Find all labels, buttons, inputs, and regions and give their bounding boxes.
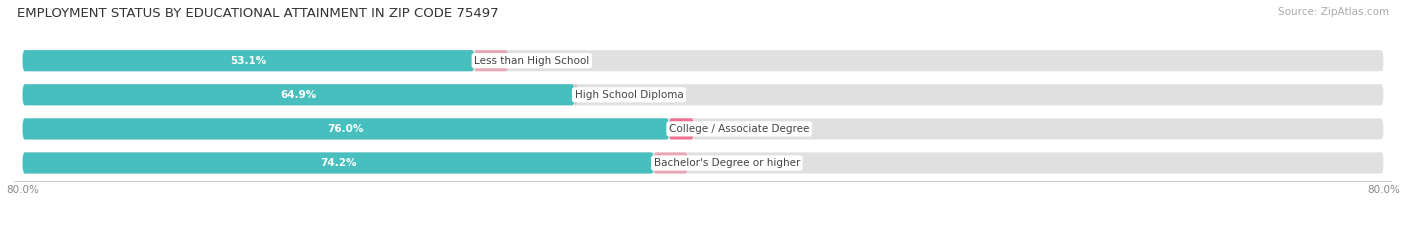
Text: 64.9%: 64.9% [280, 90, 316, 100]
Text: 74.2%: 74.2% [321, 158, 356, 168]
Text: 2.9%: 2.9% [706, 124, 733, 134]
FancyBboxPatch shape [22, 84, 575, 105]
Text: High School Diploma: High School Diploma [575, 90, 683, 100]
FancyBboxPatch shape [474, 50, 508, 71]
Text: Bachelor's Degree or higher: Bachelor's Degree or higher [654, 158, 800, 168]
FancyBboxPatch shape [22, 152, 654, 174]
Text: EMPLOYMENT STATUS BY EDUCATIONAL ATTAINMENT IN ZIP CODE 75497: EMPLOYMENT STATUS BY EDUCATIONAL ATTAINM… [17, 7, 499, 20]
FancyBboxPatch shape [575, 84, 576, 105]
Text: Source: ZipAtlas.com: Source: ZipAtlas.com [1278, 7, 1389, 17]
Text: 76.0%: 76.0% [328, 124, 364, 134]
Text: 0.0%: 0.0% [704, 158, 731, 168]
FancyBboxPatch shape [669, 118, 693, 140]
Text: 53.1%: 53.1% [231, 56, 267, 66]
Text: College / Associate Degree: College / Associate Degree [669, 124, 810, 134]
FancyBboxPatch shape [22, 118, 1384, 140]
Text: 0.0%: 0.0% [526, 56, 551, 66]
FancyBboxPatch shape [22, 50, 1384, 71]
FancyBboxPatch shape [22, 118, 669, 140]
FancyBboxPatch shape [22, 152, 1384, 174]
Text: Less than High School: Less than High School [474, 56, 589, 66]
FancyBboxPatch shape [654, 152, 688, 174]
FancyBboxPatch shape [22, 84, 1384, 105]
Text: 0.3%: 0.3% [591, 90, 616, 100]
FancyBboxPatch shape [22, 50, 474, 71]
